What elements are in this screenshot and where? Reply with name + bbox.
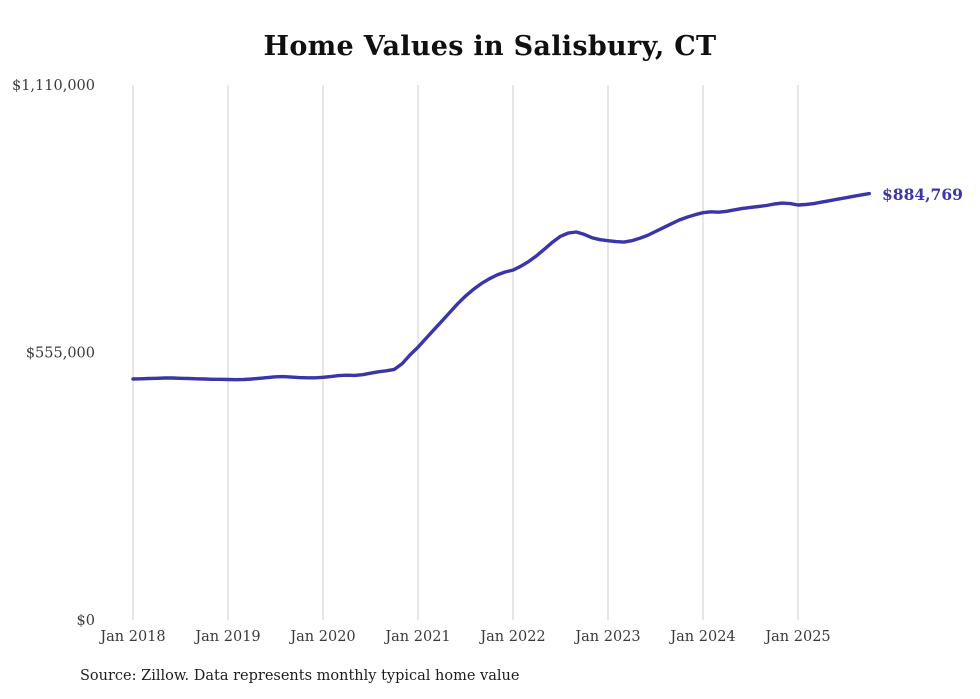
chart-title: Home Values in Salisbury, CT	[263, 31, 717, 62]
y-axis-tick-label: $0	[77, 613, 95, 629]
y-axis-tick-label: $1,110,000	[12, 78, 95, 94]
x-axis-tick-label: Jan 2024	[668, 629, 735, 645]
y-axis-tick-label: $555,000	[26, 346, 95, 362]
source-note: Source: Zillow. Data represents monthly …	[80, 668, 520, 684]
home-value-line	[131, 191, 871, 382]
x-axis-tick-label: Jan 2018	[98, 629, 165, 645]
x-axis-tick-label: Jan 2022	[478, 629, 545, 645]
x-axis-tick-label: Jan 2020	[288, 629, 355, 645]
x-axis-tick-label: Jan 2025	[763, 629, 830, 645]
x-axis-tick-label: Jan 2023	[573, 629, 640, 645]
x-axis-tick-label: Jan 2019	[193, 629, 260, 645]
x-axis-tick-label: Jan 2021	[383, 629, 450, 645]
final-value-label: $884,769	[882, 185, 963, 204]
line-chart: Jan 2018 Jan 2019 Jan 2020 Jan 2021 Jan 2022…	[12, 78, 871, 645]
